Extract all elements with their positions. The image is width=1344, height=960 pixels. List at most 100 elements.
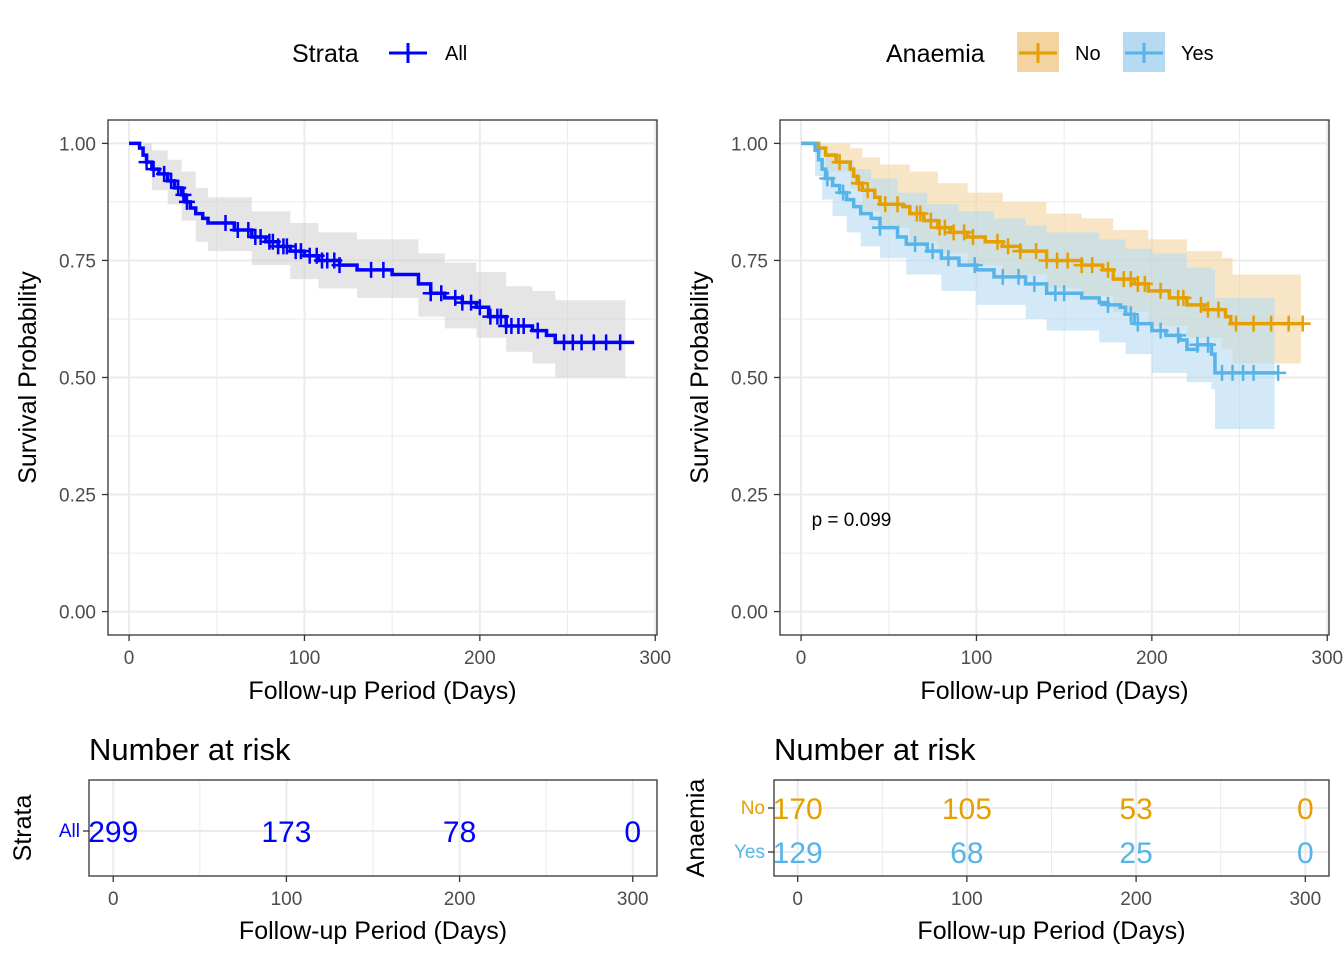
censor-mark [178, 193, 195, 210]
p-value-annotation: p = 0.099 [812, 510, 892, 531]
censor-mark [850, 175, 867, 192]
legend-title: Strata [292, 40, 359, 68]
censor-mark [1294, 315, 1311, 332]
censor-mark [529, 322, 546, 339]
x-tick-label: 200 [1136, 648, 1168, 669]
censor-mark [907, 236, 924, 253]
risk-count: 170 [773, 793, 823, 826]
censor-mark [1152, 282, 1169, 299]
censor-mark [292, 243, 309, 260]
censor-mark [1010, 268, 1027, 285]
x-axis-title: Follow-up Period (Days) [248, 677, 516, 705]
risk-count: 299 [88, 816, 138, 849]
censor-mark [1152, 322, 1169, 339]
y-tick-label: 0.00 [59, 603, 96, 624]
censor-mark [924, 243, 941, 260]
risk-count: 0 [1297, 793, 1314, 826]
survival-plot: 0.00 0.25 0.50 0.75 1.00 0 100 200 300 Follow-up … [14, 119, 671, 705]
y-tick-label: 1.00 [731, 134, 768, 155]
censor-mark [1000, 238, 1017, 255]
censor-mark [964, 229, 981, 246]
censor-mark [859, 182, 876, 199]
censor-mark [463, 294, 480, 311]
survival-curve-yes [801, 141, 1279, 375]
y-tick-label: 0.50 [59, 369, 96, 390]
censor-mark [1122, 306, 1139, 323]
risk-row-label: No [741, 798, 765, 819]
x-tick-label: 200 [1120, 889, 1152, 910]
legend: Anaemia No Yes [886, 32, 1214, 72]
risk-count: 78 [443, 816, 476, 849]
censor-mark [217, 215, 234, 231]
y-tick-label: 0.50 [731, 369, 768, 390]
x-tick-label: 300 [617, 889, 649, 910]
risk-table-border [773, 779, 1330, 877]
km-panel-left: Strata All 0.00 0.25 0.50 0.75 1.00 0 100 200 300 F… [9, 40, 671, 945]
survival-curve-no [801, 141, 1303, 326]
censor-mark [1263, 315, 1280, 332]
censor-mark [1245, 364, 1262, 381]
risk-count: 0 [624, 816, 641, 849]
legend-entry: All [389, 43, 467, 65]
censor-mark [831, 154, 848, 171]
censor-mark [871, 219, 888, 236]
risk-table: Number at risk 299 173 78 0 All 0 100 200 300 Foll… [9, 732, 658, 945]
censor-mark [1245, 315, 1262, 332]
censor-mark [145, 161, 162, 178]
y-tick-label: 0.25 [731, 486, 768, 507]
censor-marks-yes [819, 170, 1287, 381]
y-tick-label: 0.00 [731, 603, 768, 624]
censor-mark [138, 154, 155, 171]
y-tick-label: 1.00 [59, 134, 96, 155]
risk-count: 173 [261, 816, 311, 849]
x-tick-label: 200 [464, 648, 496, 669]
censor-mark [1012, 243, 1029, 260]
censor-mark [1100, 296, 1116, 313]
censor-mark [1270, 364, 1287, 381]
x-tick-label: 300 [1289, 889, 1321, 910]
x-tick-label: 100 [271, 889, 303, 910]
x-tick-label: 200 [444, 889, 476, 910]
censor-mark [956, 224, 973, 241]
risk-count: 53 [1119, 793, 1152, 826]
x-axis-title: Follow-up Period (Days) [920, 677, 1188, 705]
legend-label: Yes [1181, 43, 1214, 65]
x-tick-label: 0 [108, 889, 119, 910]
risk-table-title: Number at risk [89, 732, 291, 767]
censor-mark [1170, 327, 1187, 344]
risk-count: 25 [1119, 837, 1152, 870]
censor-mark [1136, 275, 1153, 292]
censor-mark [471, 299, 488, 316]
legend-entry: Yes [1123, 32, 1214, 72]
censor-mark [912, 205, 929, 222]
censor-mark [989, 233, 1006, 250]
censor-mark [252, 229, 269, 246]
censor-mark [1026, 275, 1043, 292]
censor-mark [175, 186, 192, 203]
censor-marks-all [138, 154, 629, 351]
risk-x-axis-title: Follow-up Period (Days) [239, 917, 507, 945]
censor-mark [156, 165, 173, 182]
legend-label: No [1075, 43, 1101, 65]
censor-mark [612, 334, 629, 351]
legend-title: Anaemia [886, 40, 985, 68]
y-axis-title: Survival Probability [14, 271, 42, 484]
x-tick-label: 0 [792, 889, 803, 910]
censor-mark [1059, 252, 1076, 269]
legend-label: All [445, 43, 467, 65]
risk-y-axis-title: Strata [9, 795, 37, 862]
x-tick-label: 0 [124, 648, 135, 669]
survival-plot: 0.00 0.25 0.50 0.75 1.00 0 100 200 300 Follow-up … [686, 119, 1343, 705]
risk-y-axis-title: Anaemia [682, 779, 710, 878]
x-tick-label: 100 [961, 648, 993, 669]
km-panel-right: Anaemia No Yes 0.00 0.25 0.50 0.75 1.00 0 100 200 3… [682, 32, 1343, 945]
risk-x-axis-title: Follow-up Period (Days) [917, 917, 1185, 945]
censor-marks-no [831, 154, 1311, 332]
legend: Strata All [292, 40, 467, 68]
x-tick-label: 300 [1311, 648, 1343, 669]
y-tick-label: 0.75 [731, 251, 768, 272]
censor-mark [240, 222, 257, 239]
risk-table-title: Number at risk [774, 732, 976, 767]
risk-count: 105 [942, 793, 992, 826]
